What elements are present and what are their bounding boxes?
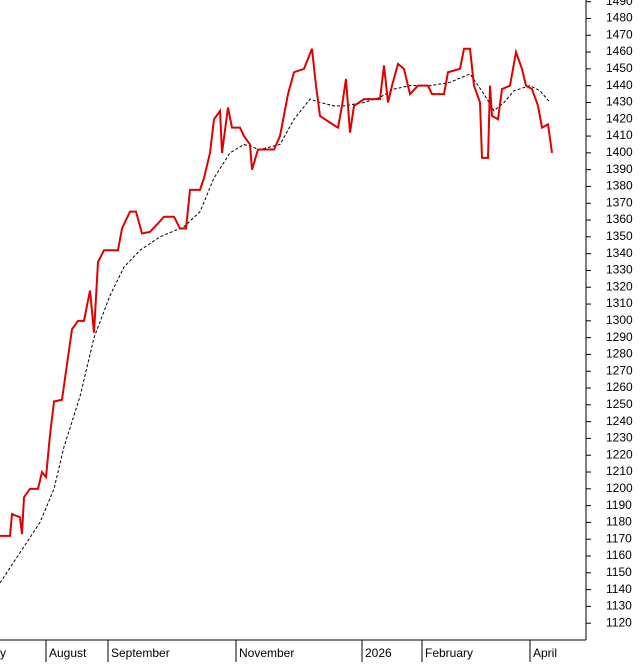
y-tick-label: 1250	[606, 397, 633, 411]
x-tick-label: September	[111, 646, 170, 660]
y-tick-label: 1120	[606, 615, 632, 629]
y-tick-label: 1300	[606, 313, 633, 327]
x-tick-label: 2026	[365, 646, 392, 660]
y-tick-label: 1220	[606, 447, 633, 461]
y-tick-label: 1420	[606, 111, 633, 125]
y-tick-label: 1130	[606, 599, 632, 613]
y-tick-label: 1410	[606, 128, 633, 142]
y-tick-label: 1400	[606, 145, 633, 159]
y-tick-label: 1390	[606, 162, 633, 176]
y-tick-label: 1280	[606, 347, 633, 361]
series-line	[0, 47, 553, 537]
y-tick-label: 1480	[606, 11, 633, 25]
y-tick-label: 1320	[606, 279, 633, 293]
y-tick-label: 1240	[606, 414, 633, 428]
y-tick-label: 1230	[606, 431, 633, 445]
y-tick-label: 1140	[606, 582, 632, 596]
y-tick-label: 1160	[606, 548, 632, 562]
y-tick-label: 1190	[606, 498, 632, 512]
y-tick-label: 1460	[606, 44, 633, 58]
y-tick-label: 1380	[606, 179, 633, 193]
x-tick-label: February	[425, 646, 473, 660]
x-tick-label: August	[49, 646, 87, 660]
y-tick-label: 1340	[606, 246, 633, 260]
y-tick-label: 1260	[606, 380, 633, 394]
y-tick-label: 1350	[606, 229, 633, 243]
y-tick-label: 1200	[606, 481, 633, 495]
x-tick-label: November	[239, 646, 294, 660]
y-tick-label: 1360	[606, 212, 633, 226]
y-tick-label: 1310	[606, 296, 633, 310]
y-tick-label: 1440	[606, 78, 633, 92]
x-tick-label: y	[0, 646, 6, 660]
series-line	[0, 73, 551, 584]
y-tick-label: 1270	[606, 363, 633, 377]
y-tick-label: 1490	[606, 0, 633, 8]
x-tick-label: April	[533, 646, 557, 660]
y-tick-label: 1370	[606, 195, 633, 209]
y-tick-label: 1470	[606, 27, 633, 41]
y-tick-label: 1450	[606, 61, 633, 75]
y-tick-label: 1170	[606, 531, 632, 545]
y-tick-label: 1210	[606, 464, 633, 478]
y-tick-label: 1290	[606, 330, 633, 344]
y-tick-label: 1150	[606, 565, 632, 579]
y-tick-label: 1430	[606, 95, 633, 109]
y-tick-label: 1330	[606, 263, 633, 277]
y-tick-label: 1180	[606, 515, 632, 529]
